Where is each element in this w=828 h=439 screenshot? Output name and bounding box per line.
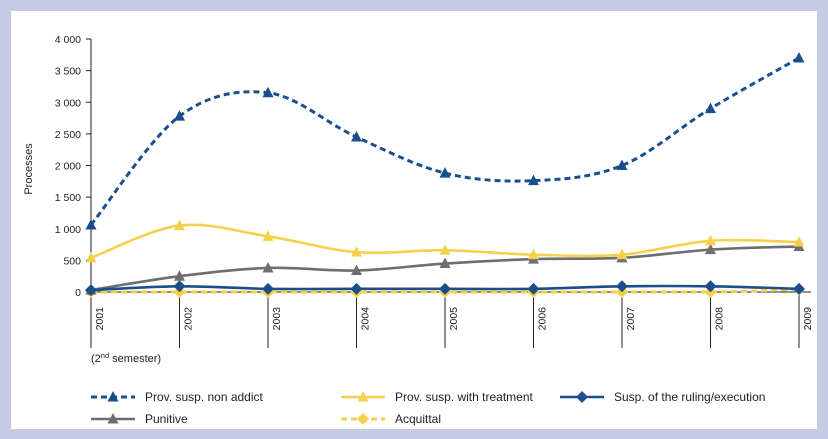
data-point <box>793 51 805 63</box>
data-point <box>527 282 540 295</box>
x-tick-label: 2005 <box>448 307 460 331</box>
data-point <box>528 248 539 260</box>
x-tick-label: 2006 <box>537 307 549 331</box>
legend-label: Acquittal <box>395 412 441 426</box>
data-point <box>262 261 274 273</box>
data-point <box>705 102 716 114</box>
data-point <box>705 234 716 246</box>
legend-triangle-marker <box>357 391 369 402</box>
data-point <box>174 110 185 121</box>
data-point <box>262 86 274 98</box>
data-point <box>350 282 363 295</box>
data-point <box>351 246 362 257</box>
data-point <box>616 248 628 260</box>
axes: Processes (2nd semester) <box>23 39 811 365</box>
data-point <box>616 159 628 170</box>
data-point <box>262 282 274 295</box>
x-tick-label: 2003 <box>271 307 283 331</box>
data-point <box>85 251 97 263</box>
legend-item: Prov. susp. with treatment <box>341 390 533 404</box>
x-axis-footnote: (2nd semester) <box>91 351 161 365</box>
x-tick-label: 2002 <box>183 307 195 331</box>
data-point <box>528 174 539 186</box>
chart-panel: Processes (2nd semester) 0 500 1 000 1 500 2… <box>11 11 817 429</box>
legend-label: Prov. susp. with treatment <box>395 390 533 404</box>
legend-item: Susp. of the ruling/execution <box>560 390 765 404</box>
y-tick-label: 4 000 <box>55 34 81 46</box>
y-tick-label: 500 <box>63 255 81 267</box>
data-point <box>351 264 362 275</box>
data-point <box>704 280 717 293</box>
data-point <box>85 284 97 297</box>
series-line <box>89 56 800 226</box>
footnote-superscript: nd <box>101 351 109 360</box>
data-point <box>174 270 185 281</box>
data-point <box>793 236 805 247</box>
x-tick-label: 2007 <box>625 307 637 331</box>
y-tick-label: 1 000 <box>55 224 81 236</box>
legend-item: Prov. susp. non addict <box>91 390 264 404</box>
y-tick-label: 0 <box>75 287 81 299</box>
y-axis-title: Processes <box>23 143 35 195</box>
legend-label: Susp. of the ruling/execution <box>614 390 765 404</box>
data-point <box>174 219 185 231</box>
legend-triangle-marker <box>107 413 119 424</box>
data-point <box>439 167 451 178</box>
y-tick-label: 3 500 <box>55 66 81 78</box>
x-tick-label: 2001 <box>94 307 106 331</box>
legend-triangle-marker <box>107 391 119 402</box>
series-susp-of-the-ruling-execution <box>85 280 805 297</box>
data-point <box>439 244 451 255</box>
y-ticks: 0 500 1 000 1 500 2 000 2 500 3 000 3 500 4 000 <box>55 34 91 299</box>
legend: Prov. susp. non addict Prov. susp. with t… <box>91 390 765 426</box>
data-point <box>439 257 451 269</box>
series-lines <box>85 51 805 298</box>
x-tick-label: 2009 <box>802 307 814 331</box>
data-point <box>793 282 805 295</box>
data-point <box>439 282 451 295</box>
series-prov-susp-with-treatment <box>85 219 805 263</box>
data-point <box>85 218 97 230</box>
data-point <box>705 243 716 255</box>
footnote-suffix: semester) <box>109 353 161 365</box>
legend-diamond-marker <box>357 413 369 425</box>
legend-item: Acquittal <box>341 412 441 426</box>
legend-label: Punitive <box>145 412 188 426</box>
y-tick-label: 2 500 <box>55 129 81 141</box>
y-tick-label: 3 000 <box>55 97 81 109</box>
legend-label: Prov. susp. non addict <box>145 390 264 404</box>
x-tick-label: 2004 <box>360 307 372 331</box>
data-point <box>262 230 274 241</box>
footnote-prefix: (2 <box>91 353 101 365</box>
series-prov-susp-non-addict <box>85 51 805 230</box>
legend-item: Punitive <box>91 412 188 426</box>
y-tick-label: 2 000 <box>55 161 81 173</box>
line-chart: Processes (2nd semester) 0 500 1 000 1 500 2… <box>23 34 814 426</box>
x-tick-label: 2008 <box>714 307 726 331</box>
y-tick-label: 1 500 <box>55 192 81 204</box>
data-point <box>616 280 628 293</box>
legend-diamond-marker <box>576 391 588 403</box>
x-ticks: 2001 2002 2003 2004 2005 2006 2007 2008 2009 <box>90 292 814 348</box>
data-point <box>351 131 362 142</box>
data-point <box>173 280 186 293</box>
